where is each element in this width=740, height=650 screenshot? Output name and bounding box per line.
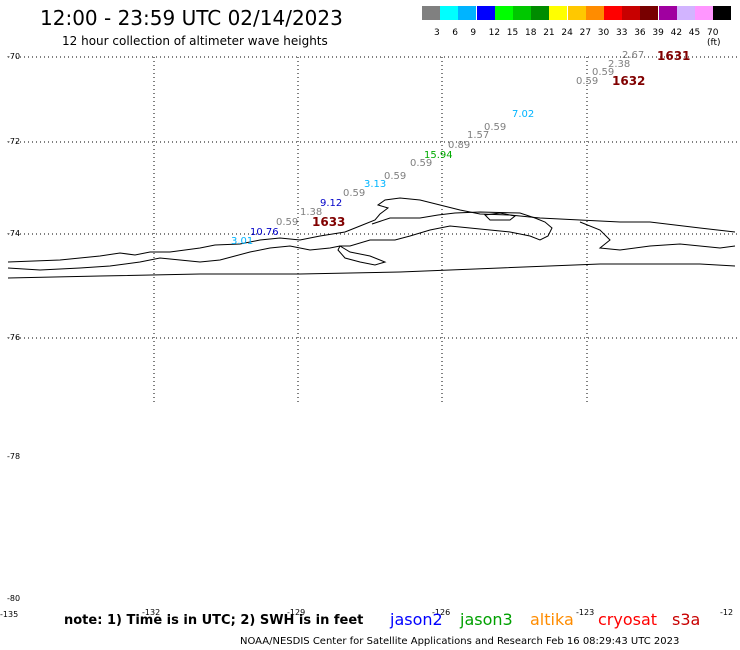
legend-label: 24 bbox=[561, 28, 573, 38]
wave-height-label: 7.02 bbox=[512, 109, 535, 120]
legend-label: 33 bbox=[616, 28, 628, 38]
legend-swatch bbox=[622, 6, 641, 20]
lat-label-80: -80 bbox=[7, 594, 21, 603]
wave-height-label: 1.38 bbox=[300, 207, 323, 218]
lat-label-70: -70 bbox=[7, 52, 21, 61]
sat-cryosat: cryosat bbox=[598, 610, 658, 629]
lon-label-123: -123 bbox=[576, 608, 595, 617]
lat-label-76: -76 bbox=[7, 333, 21, 342]
sat-altika: altika bbox=[530, 610, 574, 629]
lat-label-78: -78 bbox=[7, 452, 21, 461]
legend-swatch bbox=[458, 6, 477, 20]
legend-label: 45 bbox=[688, 28, 701, 38]
sat-jason3: jason3 bbox=[460, 610, 513, 629]
legend-swatch bbox=[531, 6, 550, 20]
legend-swatch bbox=[713, 6, 732, 20]
legend-swatch bbox=[440, 6, 459, 20]
wave-height-label: 0.59 bbox=[410, 158, 433, 169]
legend-label: 15 bbox=[506, 28, 519, 38]
wave-height-label: 1.57 bbox=[467, 130, 490, 141]
wave-height-label: 15.94 bbox=[424, 150, 453, 161]
legend-swatch bbox=[422, 6, 440, 20]
legend-swatch bbox=[676, 6, 695, 20]
legend-swatch bbox=[585, 6, 604, 20]
wave-height-label: 0.59 bbox=[343, 188, 366, 199]
island-outline bbox=[7, 211, 553, 271]
lon-label-126: -126 bbox=[432, 608, 451, 617]
wave-height-label: 0.59 bbox=[276, 217, 299, 228]
wave-height-label: 0.89 bbox=[448, 140, 471, 151]
lat-label-74: -74 bbox=[7, 229, 21, 238]
wave-height-label: 0.59 bbox=[576, 76, 599, 87]
legend-label: 36 bbox=[634, 28, 646, 38]
legend-swatch bbox=[494, 6, 513, 20]
legend-label: 39 bbox=[652, 28, 664, 38]
legend-label: 21 bbox=[543, 28, 555, 38]
legend-swatch bbox=[476, 6, 495, 20]
wave-height-label: 9.12 bbox=[320, 198, 343, 209]
map-subtitle: 12 hour collection of altimeter wave hei… bbox=[62, 34, 328, 48]
legend-label: 18 bbox=[525, 28, 537, 38]
wave-height-label: 0.59 bbox=[484, 122, 507, 133]
small-inlet bbox=[483, 212, 517, 221]
wave-height-label: 3.13 bbox=[364, 179, 387, 190]
legend-label: 9 bbox=[470, 28, 477, 38]
wave-height-label: 2.38 bbox=[608, 59, 631, 70]
legend-swatch bbox=[604, 6, 622, 20]
units-note: note: 1) Time is in UTC; 2) SWH is in fe… bbox=[64, 613, 364, 628]
legend-swatch bbox=[640, 6, 659, 20]
legend-label: 30 bbox=[597, 28, 610, 38]
legend-swatch bbox=[567, 6, 586, 20]
east-coast bbox=[579, 221, 736, 251]
legend-label: 3 bbox=[434, 28, 440, 38]
lon-label-129: -129 bbox=[287, 608, 306, 617]
legend-label: 6 bbox=[452, 28, 458, 38]
legend-label: 42 bbox=[670, 28, 683, 38]
wave-height-label: 2.67 bbox=[622, 50, 645, 61]
wave-height-label: 0.59 bbox=[384, 171, 407, 182]
legend-label: 70 (ft) bbox=[707, 28, 721, 48]
cycle-id-1633: 1633 bbox=[312, 215, 346, 229]
inner-loop bbox=[337, 245, 387, 266]
ice-shelf-outline bbox=[7, 197, 736, 263]
coastline bbox=[7, 197, 736, 279]
lon-label-135: -135 bbox=[0, 610, 19, 619]
map-title: 12:00 - 23:59 UTC 02/14/2023 bbox=[40, 6, 343, 30]
sat-jason2: jason2 bbox=[390, 610, 443, 629]
grid-lines bbox=[8, 56, 740, 405]
cycle-id-1631: 1631 bbox=[657, 49, 691, 63]
wave-height-label: 0.59 bbox=[592, 67, 615, 78]
legend-label: 12 bbox=[488, 28, 501, 38]
lon-label-132: -132 bbox=[142, 608, 161, 617]
cycle-id-1632: 1632 bbox=[612, 74, 646, 88]
wave-height-label: 10.76 bbox=[250, 227, 279, 238]
legend-swatch bbox=[513, 6, 531, 20]
legend-label: 27 bbox=[579, 28, 592, 38]
ice-edge bbox=[7, 263, 736, 279]
legend-swatch bbox=[549, 6, 568, 20]
lat-label-72: -72 bbox=[7, 137, 21, 146]
legend-swatch bbox=[658, 6, 677, 20]
footer-credit: NOAA/NESDIS Center for Satellite Applica… bbox=[240, 636, 680, 647]
lon-label-120: -12 bbox=[720, 608, 734, 617]
sat-s3a: s3a bbox=[672, 610, 701, 629]
legend-swatch bbox=[695, 6, 713, 20]
wave-height-label: 3.01 bbox=[231, 236, 254, 247]
